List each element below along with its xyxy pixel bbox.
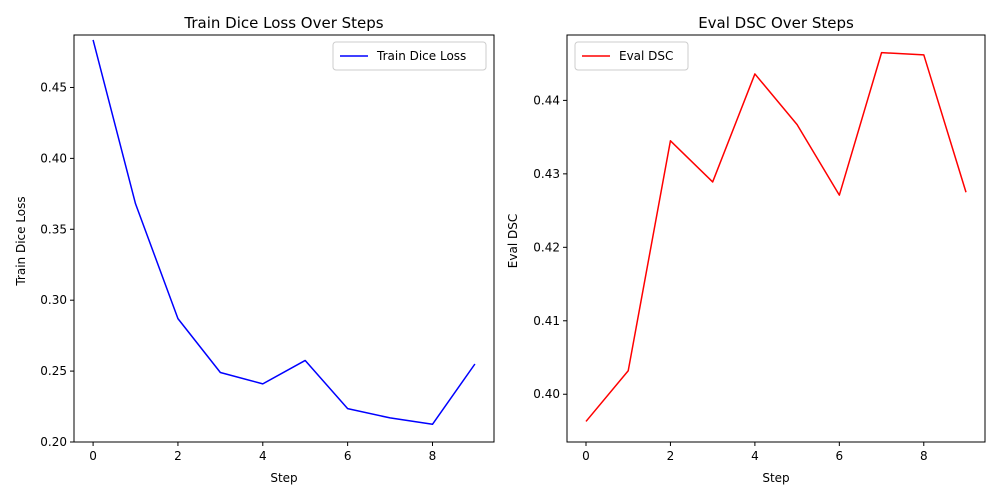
x-tick-label: 8 [429,449,437,463]
x-tick-label: 2 [667,449,675,463]
axes-frame [73,34,495,443]
x-tick-label: 6 [836,449,844,463]
y-tick-label: 0.44 [533,93,560,107]
legend: Train Dice Loss [332,41,487,71]
x-tick-label: 4 [259,449,267,463]
train-loss-panel: Train Dice Loss Over Steps Step Train Di… [14,14,495,485]
y-axis-label: Eval DSC [506,214,520,268]
x-tick-label: 0 [89,449,97,463]
axes-frame [566,34,986,443]
y-tick-label: 0.30 [40,293,67,307]
legend-label: Eval DSC [619,49,673,63]
legend-box [332,41,487,71]
y-axis-label: Train Dice Loss [14,196,28,286]
y-tick-label: 0.20 [40,435,67,449]
series-line [585,51,967,422]
x-tick-label: 2 [174,449,182,463]
chart-title: Eval DSC Over Steps [698,14,854,32]
x-tick-label: 8 [920,449,928,463]
y-tick-label: 0.42 [533,240,560,254]
y-tick-label: 0.25 [40,364,67,378]
y-tick-label: 0.43 [533,167,560,181]
x-tick-label: 4 [751,449,759,463]
x-axis-label: Step [762,471,789,485]
legend-box [574,41,689,71]
y-tick-label: 0.35 [40,222,67,236]
x-axis-label: Step [270,471,297,485]
x-tick-label: 0 [582,449,590,463]
y-tick-label: 0.40 [40,151,67,165]
legend-label: Train Dice Loss [376,49,466,63]
legend: Eval DSC [574,41,689,71]
eval-dsc-panel: Eval DSC Over Steps Step Eval DSC 0 2 4 6 8 0… [506,14,986,485]
y-tick-label: 0.45 [40,80,67,94]
y-tick-label: 0.40 [533,387,560,401]
series-line [92,39,476,426]
y-tick-label: 0.41 [533,314,560,328]
x-tick-label: 6 [344,449,352,463]
chart-title: Train Dice Loss Over Steps [183,14,383,32]
